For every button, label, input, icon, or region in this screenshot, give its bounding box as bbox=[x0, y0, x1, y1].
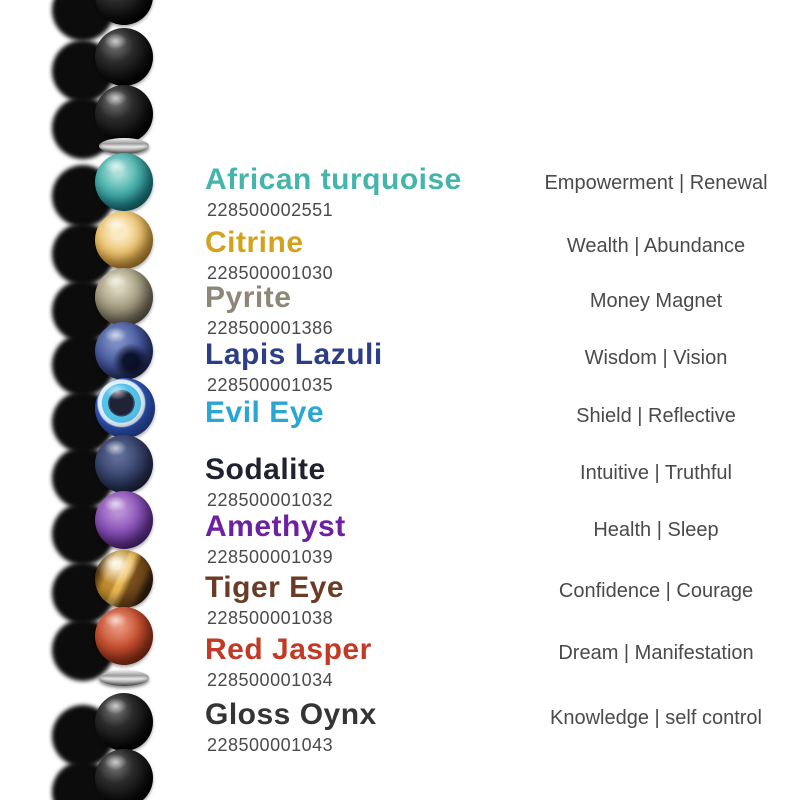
bead-lapis-lazuli bbox=[95, 322, 153, 380]
stone-name: Tiger Eye bbox=[205, 571, 345, 604]
stone-meaning: Health | Sleep bbox=[593, 519, 719, 541]
stone-meaning: Shield | Reflective bbox=[576, 405, 736, 427]
stone-row-tiger-eye: Tiger Eye 228500001038 Confidence | Cour… bbox=[0, 572, 800, 632]
stone-name: Amethyst bbox=[205, 510, 346, 543]
bead-sodalite bbox=[95, 435, 153, 493]
stone-sku: 228500002551 bbox=[207, 200, 334, 220]
stone-meaning: Intuitive | Truthful bbox=[580, 462, 732, 484]
stone-sku: 228500001038 bbox=[207, 608, 334, 628]
stone-row-african-turquoise: African turquoise 228500002551 Empowerme… bbox=[0, 164, 800, 224]
stone-row-pyrite: Pyrite 228500001386 Money Magnet bbox=[0, 282, 800, 342]
stone-meaning: Money Magnet bbox=[589, 290, 723, 312]
bead-pyrite bbox=[95, 268, 153, 326]
stone-meaning: Knowledge | self control bbox=[550, 707, 762, 729]
bead-citrine bbox=[95, 211, 153, 269]
spacer-bead bbox=[99, 138, 149, 154]
stone-name: Red Jasper bbox=[205, 633, 372, 666]
stone-meaning: Empowerment | Renewal bbox=[544, 172, 768, 194]
bead-amethyst bbox=[95, 491, 153, 549]
stone-meaning: Wealth | Abundance bbox=[566, 235, 746, 257]
stone-row-citrine: Citrine 228500001030 Wealth | Abundance bbox=[0, 227, 800, 287]
bead-african-turquoise bbox=[95, 153, 153, 211]
bead-black-onyx bbox=[95, 85, 153, 143]
stone-sku: 228500001030 bbox=[207, 263, 334, 283]
bead-black-onyx bbox=[95, 28, 153, 86]
stone-name: Evil Eye bbox=[205, 396, 325, 429]
bead-black-onyx bbox=[95, 693, 153, 751]
stone-meaning: Wisdom | Vision bbox=[584, 347, 728, 369]
stone-row-amethyst: Amethyst 228500001039 Health | Sleep bbox=[0, 511, 800, 571]
stone-row-evil-eye: Evil Eye Shield | Reflective bbox=[0, 397, 800, 457]
stone-name: Sodalite bbox=[205, 453, 326, 486]
stone-row-red-jasper: Red Jasper 228500001034 Dream | Manifest… bbox=[0, 634, 800, 694]
stone-row-lapis-lazuli: Lapis Lazuli 228500001035 Wisdom | Visio… bbox=[0, 339, 800, 399]
stone-name: Lapis Lazuli bbox=[205, 338, 383, 371]
bead-red-jasper bbox=[95, 607, 153, 665]
bead-evil-eye bbox=[95, 378, 155, 438]
stone-name: Gloss Oynx bbox=[205, 698, 377, 731]
stone-sku: 228500001034 bbox=[207, 670, 334, 690]
bead-tiger-eye bbox=[95, 550, 153, 608]
stone-meaning: Dream | Manifestation bbox=[558, 642, 754, 664]
stone-row-sodalite: Sodalite 228500001032 Intuitive | Truthf… bbox=[0, 454, 800, 514]
stone-name: Pyrite bbox=[205, 281, 292, 314]
stone-sku: 228500001035 bbox=[207, 375, 334, 395]
bead-black-onyx bbox=[95, 749, 153, 800]
stone-sku: 228500001043 bbox=[207, 735, 334, 755]
spacer-bead bbox=[99, 670, 149, 686]
stone-sku: 228500001032 bbox=[207, 490, 334, 510]
stone-sku: 228500001039 bbox=[207, 547, 334, 567]
stone-row-gloss-oynx: Gloss Oynx 228500001043 Knowledge | self… bbox=[0, 699, 800, 759]
stone-meaning: Confidence | Courage bbox=[558, 580, 754, 602]
stone-name: African turquoise bbox=[205, 163, 462, 196]
stone-sku: 228500001386 bbox=[207, 318, 334, 338]
stone-name: Citrine bbox=[205, 226, 304, 259]
bracelet-photo bbox=[0, 0, 190, 800]
